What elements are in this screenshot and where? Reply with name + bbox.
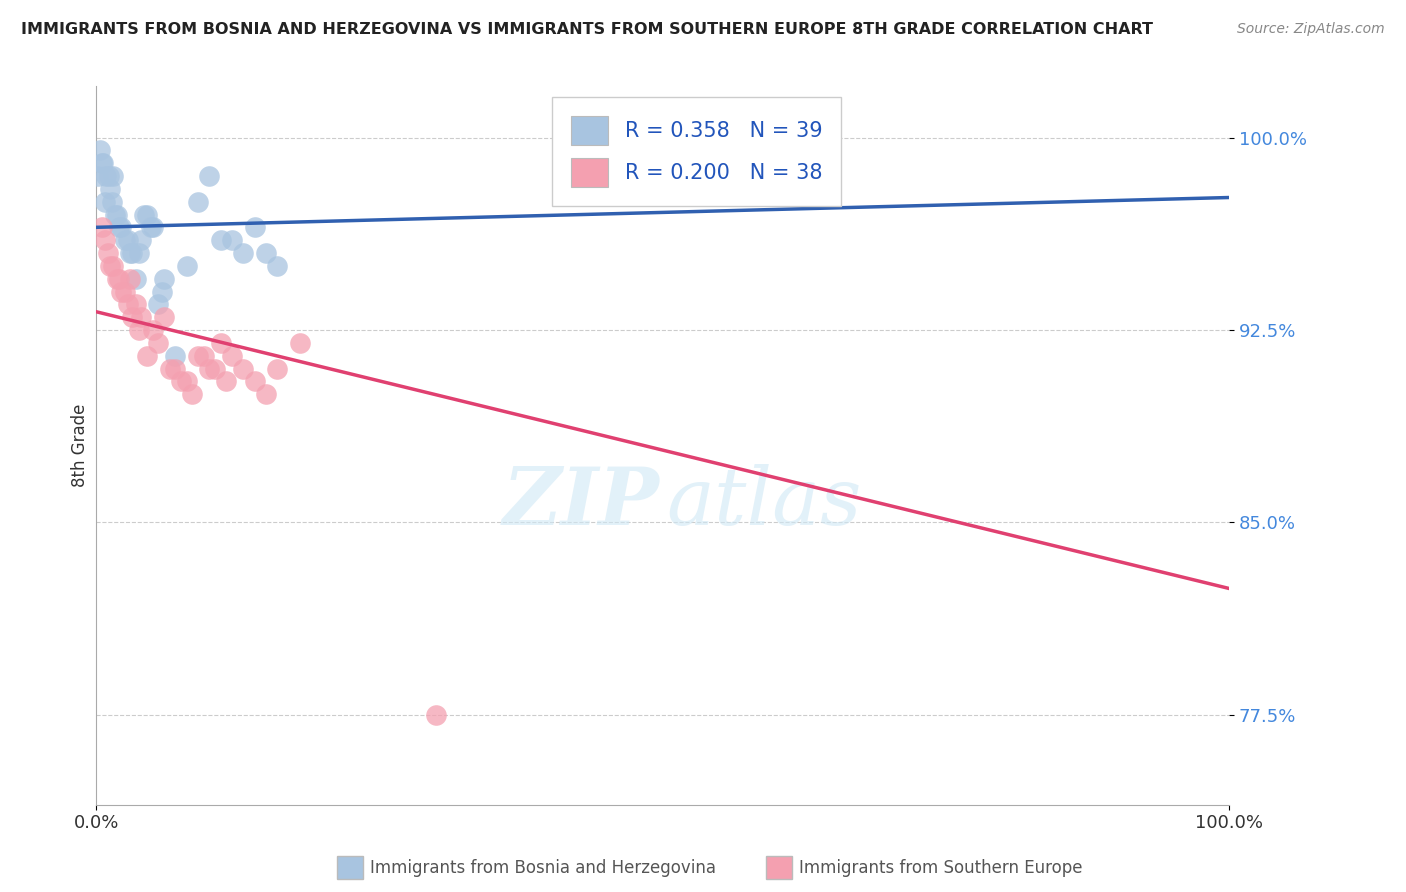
Point [90, 156, 112, 170]
Point [125, 272, 148, 286]
Point [132, 208, 155, 222]
Point [128, 246, 150, 260]
Point [595, 130, 617, 145]
Point [170, 375, 193, 389]
Point [232, 246, 254, 260]
Point [96, 169, 118, 183]
Point [125, 297, 148, 311]
Point [89, 144, 111, 158]
Point [105, 208, 128, 222]
Point [266, 259, 288, 273]
Legend: R = 0.358   N = 39, R = 0.200   N = 38: R = 0.358 N = 39, R = 0.200 N = 38 [553, 96, 841, 206]
Point [108, 220, 131, 235]
Point [110, 220, 132, 235]
Point [108, 272, 131, 286]
Point [187, 349, 209, 363]
Point [193, 349, 215, 363]
Point [165, 361, 187, 376]
Text: Source: ZipAtlas.com: Source: ZipAtlas.com [1237, 22, 1385, 37]
Point [87, 169, 110, 183]
Point [181, 387, 204, 401]
Point [187, 194, 209, 209]
Point [101, 259, 124, 273]
Point [136, 208, 159, 222]
Point [104, 208, 127, 222]
Point [243, 375, 266, 389]
Point [651, 130, 673, 145]
Point [94, 233, 117, 247]
Point [131, 310, 153, 325]
Point [91, 156, 114, 170]
Point [114, 285, 136, 299]
Text: Immigrants from Bosnia and Herzegovina: Immigrants from Bosnia and Herzegovina [370, 859, 716, 877]
Point [198, 361, 221, 376]
Point [101, 169, 124, 183]
Point [114, 233, 136, 247]
Point [176, 375, 198, 389]
Point [128, 323, 150, 337]
Point [209, 233, 232, 247]
Point [136, 349, 159, 363]
Point [101, 194, 124, 209]
Point [221, 233, 243, 247]
Point [425, 707, 447, 722]
Point [121, 246, 143, 260]
Point [232, 361, 254, 376]
Point [243, 220, 266, 235]
Point [165, 349, 187, 363]
Y-axis label: 8th Grade: 8th Grade [72, 404, 89, 487]
Point [150, 285, 173, 299]
Point [139, 220, 162, 235]
Point [198, 169, 221, 183]
Point [288, 335, 311, 350]
Text: ZIP: ZIP [502, 464, 659, 541]
Point [120, 272, 142, 286]
Point [215, 375, 238, 389]
Point [148, 297, 170, 311]
Point [142, 323, 165, 337]
Point [94, 194, 117, 209]
Point [142, 220, 165, 235]
Point [98, 182, 121, 196]
Point [254, 387, 277, 401]
Point [159, 361, 181, 376]
Point [176, 259, 198, 273]
Point [96, 246, 118, 260]
Point [266, 361, 288, 376]
Point [148, 335, 170, 350]
Point [254, 246, 277, 260]
Point [105, 272, 128, 286]
Point [117, 233, 139, 247]
Point [204, 361, 226, 376]
Point [209, 335, 232, 350]
Text: atlas: atlas [666, 464, 862, 541]
Point [98, 259, 121, 273]
Point [90, 220, 112, 235]
Point [97, 169, 120, 183]
Text: Immigrants from Southern Europe: Immigrants from Southern Europe [799, 859, 1083, 877]
Point [221, 349, 243, 363]
Point [131, 233, 153, 247]
Point [153, 310, 176, 325]
Point [120, 246, 142, 260]
Point [121, 310, 143, 325]
Point [110, 285, 132, 299]
Point [153, 272, 176, 286]
Point [117, 297, 139, 311]
Text: IMMIGRANTS FROM BOSNIA AND HERZEGOVINA VS IMMIGRANTS FROM SOUTHERN EUROPE 8TH GR: IMMIGRANTS FROM BOSNIA AND HERZEGOVINA V… [21, 22, 1153, 37]
